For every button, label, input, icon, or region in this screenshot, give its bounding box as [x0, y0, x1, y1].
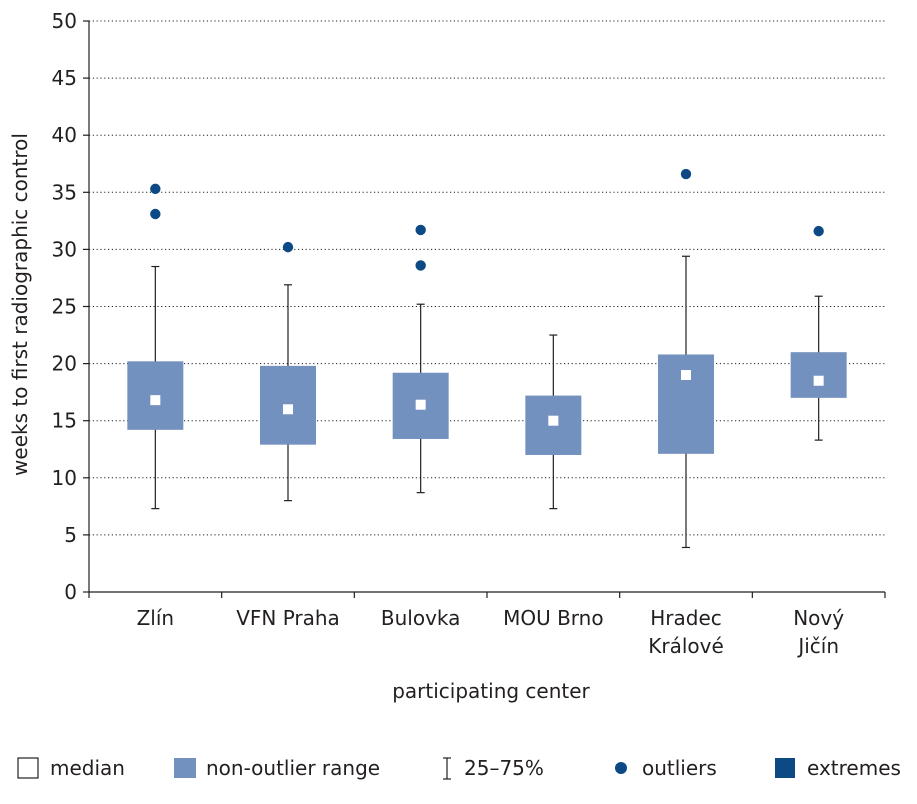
- median-marker: [548, 415, 559, 426]
- outlier-point: [282, 241, 294, 253]
- legend-label: extremes: [807, 756, 901, 780]
- outlier-point: [150, 183, 161, 195]
- outlier-point: [813, 225, 824, 237]
- legend-median-icon: [17, 757, 39, 779]
- y-tick-label: 45: [52, 66, 77, 90]
- x-category-label: Jičín: [796, 634, 839, 658]
- legend-label: outliers: [642, 756, 717, 780]
- outlier-point: [150, 208, 161, 220]
- median-marker: [415, 399, 426, 410]
- outlier-point: [415, 260, 426, 271]
- x-category-label: Hradec: [650, 606, 722, 630]
- legend-extremes-icon: [775, 758, 795, 778]
- legend-label: median: [50, 756, 125, 780]
- y-tick-label: 20: [52, 352, 77, 376]
- outlier-point: [680, 168, 692, 180]
- y-tick-label: 40: [52, 123, 77, 147]
- x-category-label: Nový: [793, 606, 844, 630]
- y-tick-label: 5: [64, 523, 77, 547]
- iqr-box: [790, 352, 847, 398]
- y-tick-label: 0: [64, 580, 77, 604]
- legend-box-icon: [174, 758, 196, 778]
- x-axis-title: participating center: [392, 679, 590, 703]
- y-tick-label: 15: [52, 409, 77, 433]
- y-tick-label: 25: [52, 295, 77, 319]
- median-marker: [150, 395, 161, 406]
- x-category-label: Bulovka: [381, 606, 461, 630]
- outlier-point: [415, 224, 426, 236]
- median-marker: [813, 375, 824, 386]
- iqr-box: [658, 354, 714, 454]
- x-category-label: MOU Brno: [503, 606, 604, 630]
- x-category-label: VFN Praha: [236, 606, 340, 630]
- y-tick-label: 35: [52, 180, 77, 204]
- x-category-label: Králové: [648, 634, 724, 658]
- y-tick-label: 30: [52, 237, 77, 261]
- y-axis-title: weeks to first radiographic control: [8, 133, 32, 476]
- y-tick-label: 50: [52, 9, 77, 33]
- y-tick-label: 10: [52, 466, 77, 490]
- median-marker: [283, 404, 293, 415]
- legend-label: 25–75%: [464, 756, 544, 780]
- median-marker: [681, 370, 691, 381]
- legend-outlier-icon: [615, 762, 627, 774]
- legend-label: non-outlier range: [206, 756, 380, 780]
- x-category-label: Zlín: [137, 606, 175, 630]
